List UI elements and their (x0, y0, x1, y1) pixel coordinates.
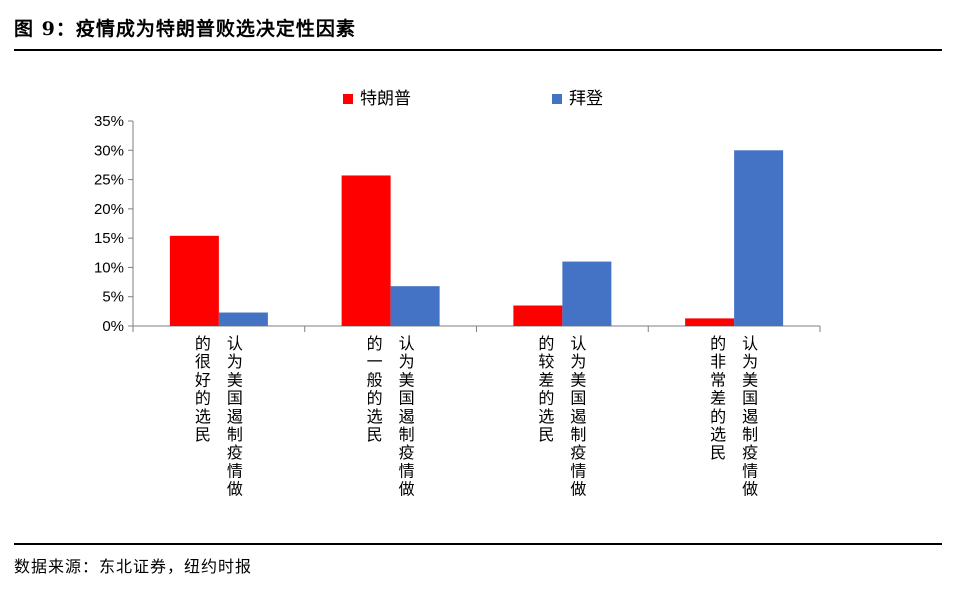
x-category-label-char: 选 (195, 407, 211, 426)
x-category-label-char: 的 (538, 334, 554, 353)
x-category-label-char: 般 (367, 370, 383, 389)
x-category-label-char: 很 (195, 352, 211, 371)
bar-trump (513, 305, 563, 326)
x-category-label-char: 情 (227, 461, 243, 480)
y-tick-label: 15% (94, 230, 124, 247)
y-tick-label: 35% (94, 113, 124, 130)
x-category-label-char: 美 (742, 370, 758, 389)
x-category-label-char: 做 (570, 480, 586, 499)
x-category-label-char: 美 (570, 370, 586, 389)
bottom-rule (14, 543, 942, 545)
y-tick-label: 25% (94, 172, 124, 189)
x-category-label-char: 做 (227, 480, 243, 499)
x-category-label-char: 遏 (399, 407, 415, 426)
x-category-label-char: 国 (742, 389, 758, 408)
x-category-label-char: 的 (367, 389, 383, 408)
x-category-label-char: 疫 (570, 443, 586, 462)
legend-label: 特朗普 (360, 89, 411, 109)
x-category-label-char: 为 (570, 352, 586, 371)
legend-swatch (552, 94, 562, 104)
legend-label: 拜登 (569, 89, 603, 109)
x-category-label-char: 选 (710, 425, 726, 444)
bar-chart: 0%5%10%15%20%25%30%35%认为美国遏制疫情做的很好的选民认为美… (94, 89, 821, 499)
x-category-label-char: 疫 (227, 443, 243, 462)
x-category-label-char: 选 (367, 407, 383, 426)
bar-trump (341, 175, 391, 326)
x-category-label-char: 常 (710, 370, 726, 389)
x-category-label-char: 认 (570, 334, 586, 353)
x-category-label-char: 制 (399, 425, 415, 444)
x-category-label-char: 做 (399, 480, 415, 499)
x-category-label-char: 国 (570, 389, 586, 408)
x-category-label-char: 制 (227, 425, 243, 444)
x-category-label-char: 较 (538, 352, 554, 371)
x-category-label-char: 民 (367, 425, 383, 444)
y-tick-label: 5% (102, 289, 124, 306)
x-category-label-char: 选 (538, 407, 554, 426)
x-category-label-char: 情 (399, 461, 415, 480)
x-category-label-char: 为 (742, 352, 758, 371)
bar-biden (562, 261, 612, 326)
x-category-label-char: 非 (710, 352, 726, 371)
x-category-label-char: 的 (710, 334, 726, 353)
bar-biden (218, 312, 268, 326)
x-category-label-char: 制 (570, 425, 586, 444)
x-category-label-char: 美 (399, 370, 415, 389)
x-category-label-char: 国 (399, 389, 415, 408)
x-category-label-char: 情 (742, 461, 758, 480)
y-tick-label: 20% (94, 201, 124, 218)
y-tick-label: 0% (102, 318, 124, 335)
x-category-label-char: 美 (227, 370, 243, 389)
x-category-label-char: 的 (195, 389, 211, 408)
bar-trump (169, 235, 219, 326)
x-category-label-char: 的 (195, 334, 211, 353)
x-category-label-char: 为 (227, 352, 243, 371)
source-note: 数据来源：东北证券，纽约时报 (14, 557, 253, 576)
x-category-label-char: 的 (367, 334, 383, 353)
bar-biden (390, 286, 440, 326)
x-category-label-char: 差 (710, 389, 726, 408)
x-category-label-char: 遏 (570, 407, 586, 426)
x-category-label-char: 制 (742, 425, 758, 444)
x-category-label-char: 认 (399, 334, 415, 353)
top-rule (14, 49, 942, 51)
x-category-label-char: 的 (538, 389, 554, 408)
x-category-label-char: 认 (227, 334, 243, 353)
x-category-label-char: 差 (538, 370, 554, 389)
x-category-label-char: 民 (195, 425, 211, 444)
x-category-label-char: 做 (742, 480, 758, 499)
x-category-label-char: 情 (570, 461, 586, 480)
x-category-label-char: 民 (538, 425, 554, 444)
bar-biden (734, 150, 784, 326)
figure-title: 图 9：疫情成为特朗普败选决定性因素 (14, 18, 356, 40)
x-category-label-char: 国 (227, 389, 243, 408)
x-category-label-char: 遏 (742, 407, 758, 426)
y-tick-label: 30% (94, 142, 124, 159)
x-category-label-char: 为 (399, 352, 415, 371)
bar-trump (685, 318, 735, 326)
y-tick-label: 10% (94, 259, 124, 276)
x-category-label-char: 疫 (399, 443, 415, 462)
legend-swatch (343, 94, 353, 104)
x-category-label-char: 好 (195, 370, 211, 389)
x-category-label-char: 一 (367, 352, 383, 371)
x-category-label-char: 的 (710, 407, 726, 426)
x-category-label-char: 民 (710, 443, 726, 462)
x-category-label-char: 疫 (742, 443, 758, 462)
x-category-label-char: 认 (742, 334, 758, 353)
x-category-label-char: 遏 (227, 407, 243, 426)
